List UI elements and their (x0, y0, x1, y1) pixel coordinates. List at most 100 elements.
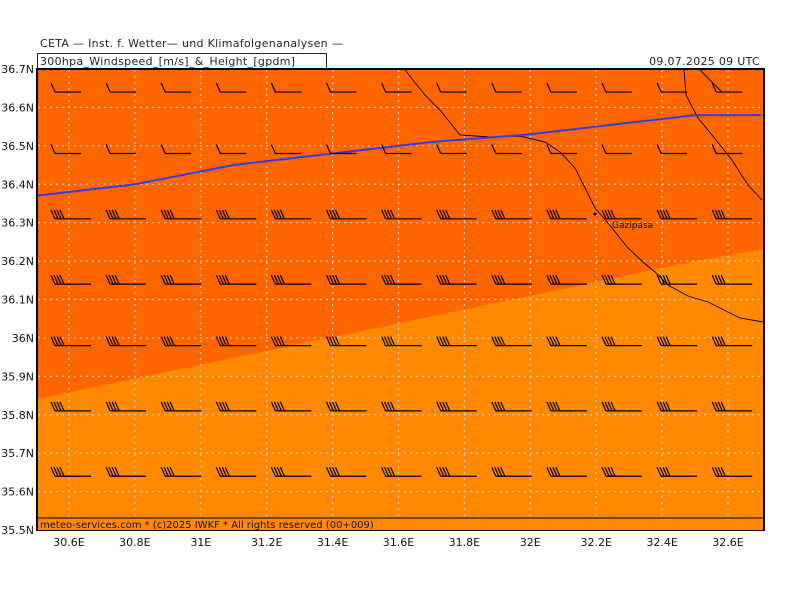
barb-flag (325, 82, 332, 93)
barb-flag (105, 274, 111, 285)
wind-barb (270, 336, 312, 347)
barb-flag (494, 401, 500, 412)
wind-barb (546, 144, 577, 155)
barb-flag (273, 209, 279, 220)
barb-flag (215, 466, 221, 477)
barb-flag (276, 466, 282, 477)
barb-flag (500, 401, 506, 412)
y-tick-label: 35.9N (1, 370, 34, 383)
barb-flag (601, 336, 607, 346)
barb-flag (59, 466, 65, 477)
y-tick-label: 36.7N (1, 63, 34, 76)
y-tick-label: 36.4N (1, 178, 34, 191)
wind-barb (711, 274, 753, 285)
wind-barb (381, 274, 422, 285)
wind-barb (436, 209, 477, 220)
y-tick-label: 35.7N (1, 447, 34, 460)
barb-flag (546, 336, 552, 346)
barb-flag (270, 144, 276, 154)
barb-flag (325, 336, 332, 346)
wind-barb (270, 144, 302, 155)
barb-flag (500, 466, 506, 477)
lat-lon-grid (38, 68, 763, 531)
barb-flag (720, 401, 726, 412)
barb-flag (111, 209, 117, 220)
barb-flag (552, 209, 558, 220)
wind-barb (215, 144, 247, 155)
barb-flag (270, 82, 276, 93)
barb-flag (610, 209, 616, 220)
barb-flag (555, 274, 561, 285)
barb-flag (601, 209, 607, 220)
barb-flag (439, 466, 445, 477)
barb-flag (270, 401, 276, 412)
barb-flag (328, 209, 335, 220)
wind-barb (50, 466, 91, 477)
wind-barb (601, 466, 642, 477)
barb-flag (221, 274, 227, 285)
barb-flag (662, 209, 668, 220)
wind-barb (50, 82, 81, 93)
wind-barb (160, 82, 192, 93)
barb-flag (555, 209, 561, 220)
copyright-text: meteo-services.com * (c)2025 IWKF * All … (40, 520, 374, 531)
wind-barb (601, 274, 642, 285)
wind-barb (270, 209, 312, 220)
barb-flag (381, 144, 387, 154)
barb-flag (390, 336, 396, 346)
barb-flag (662, 401, 668, 412)
barb-flag (50, 336, 56, 346)
barb-flag (711, 144, 717, 154)
border-path (683, 69, 763, 201)
barb-flag (163, 209, 169, 220)
barb-flag (436, 82, 442, 93)
wind-barb (50, 336, 91, 347)
wind-barb (381, 401, 422, 412)
wind-barb (381, 82, 412, 93)
barb-flag (279, 466, 285, 477)
wind-barb (105, 466, 147, 477)
barb-flag (494, 336, 500, 346)
barb-flag (659, 209, 665, 220)
barb-flag (114, 274, 120, 285)
barb-flag (50, 466, 56, 477)
barb-flag (325, 401, 332, 412)
barb-flag (273, 466, 279, 477)
wind-barb (601, 209, 642, 220)
wind-barb (105, 82, 137, 93)
wind-barb (491, 336, 532, 347)
wind-barb (546, 336, 587, 347)
wind-barb (491, 401, 532, 412)
barb-flag (215, 336, 221, 346)
barb-flag (659, 336, 665, 346)
wind-barb (215, 336, 257, 347)
barb-flag (549, 336, 555, 346)
wind-barb (325, 82, 357, 93)
barb-flag (494, 209, 500, 220)
x-tick-label: 30.8E (119, 536, 150, 549)
barb-flag (445, 466, 451, 477)
wind-barb (215, 401, 257, 412)
wind-barb (601, 82, 632, 93)
wind-barb (436, 336, 477, 347)
barb-flag (221, 336, 227, 346)
y-tick-label: 35.5N (1, 524, 34, 537)
barb-flag (497, 209, 503, 220)
barb-flag (662, 274, 668, 285)
barb-flag (656, 144, 662, 154)
wind-barb (50, 144, 81, 155)
wind-barb (656, 274, 698, 285)
barb-flag (497, 466, 503, 477)
wind-barb (711, 401, 753, 412)
wind-barb (270, 466, 312, 477)
barb-flag (166, 209, 172, 220)
wind-barb (601, 144, 632, 155)
barb-flag (604, 336, 610, 346)
barb-flag (500, 274, 506, 285)
barb-flag (53, 209, 59, 220)
barb-flag (105, 144, 111, 154)
barb-flag (328, 466, 335, 477)
x-tick-label: 31.4E (317, 536, 348, 549)
barb-flag (387, 401, 393, 412)
barb-flag (497, 336, 503, 346)
